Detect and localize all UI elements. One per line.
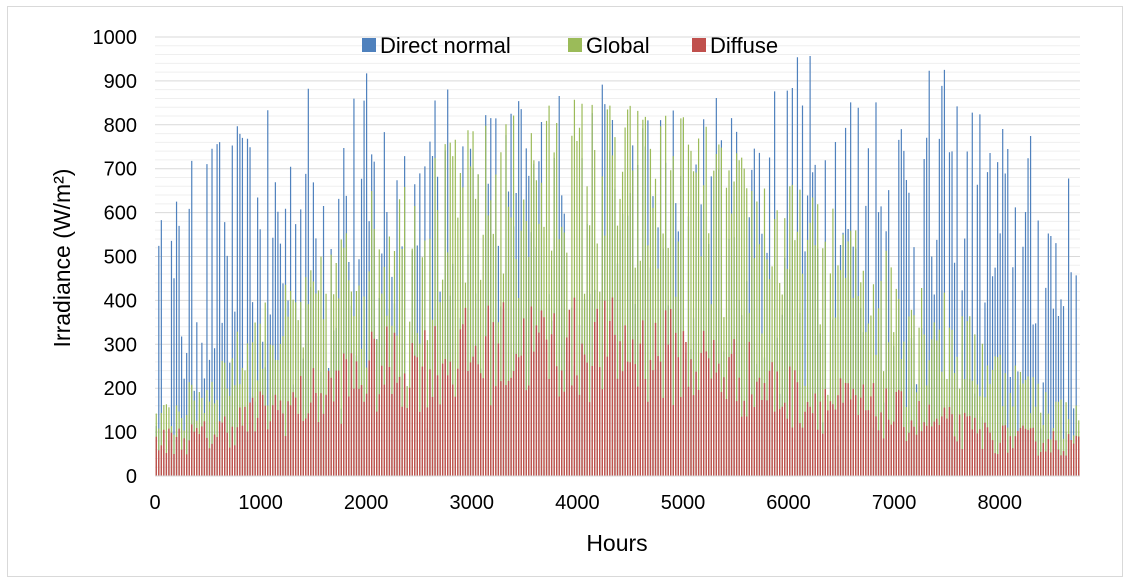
x-tick-label: 0 [149,492,160,514]
legend-swatch-direct-normal [362,38,376,52]
legend-swatch-global [568,38,582,52]
y-tick-label: 500 [104,247,137,269]
x-tick-label: 1000 [238,492,283,514]
y-tick-label: 900 [104,71,137,93]
x-tick-label: 5000 [661,492,706,514]
x-tick-label: 2000 [344,492,389,514]
legend: Direct normal Global Diffuse [362,33,778,58]
y-tick-label: 0 [126,466,137,488]
plot-area [155,56,1080,477]
x-axis-title: Hours [586,530,647,556]
y-tick-label: 800 [104,115,137,137]
y-tick-label: 200 [104,378,137,400]
legend-label-global: Global [586,33,650,58]
legend-swatch-diffuse [692,38,706,52]
x-tick-labels: 0 1000 2000 3000 4000 5000 6000 7000 8000 [149,492,1022,514]
x-tick-label: 8000 [977,492,1022,514]
y-tick-label: 300 [104,334,137,356]
x-tick-label: 6000 [766,492,811,514]
x-tick-label: 7000 [872,492,917,514]
y-axis-title: Irradiance (W/m²) [49,169,75,348]
series-diffuse [155,297,1080,476]
x-tick-label: 4000 [555,492,600,514]
y-tick-label: 400 [104,290,137,312]
legend-label-direct-normal: Direct normal [380,33,511,58]
y-tick-labels: 0 100 200 300 400 500 600 700 800 900 1000 [93,27,138,488]
y-tick-label: 600 [104,203,137,225]
y-tick-label: 100 [104,422,137,444]
x-tick-label: 3000 [450,492,495,514]
y-tick-label: 700 [104,159,137,181]
y-tick-label: 1000 [93,27,138,49]
legend-label-diffuse: Diffuse [710,33,778,58]
